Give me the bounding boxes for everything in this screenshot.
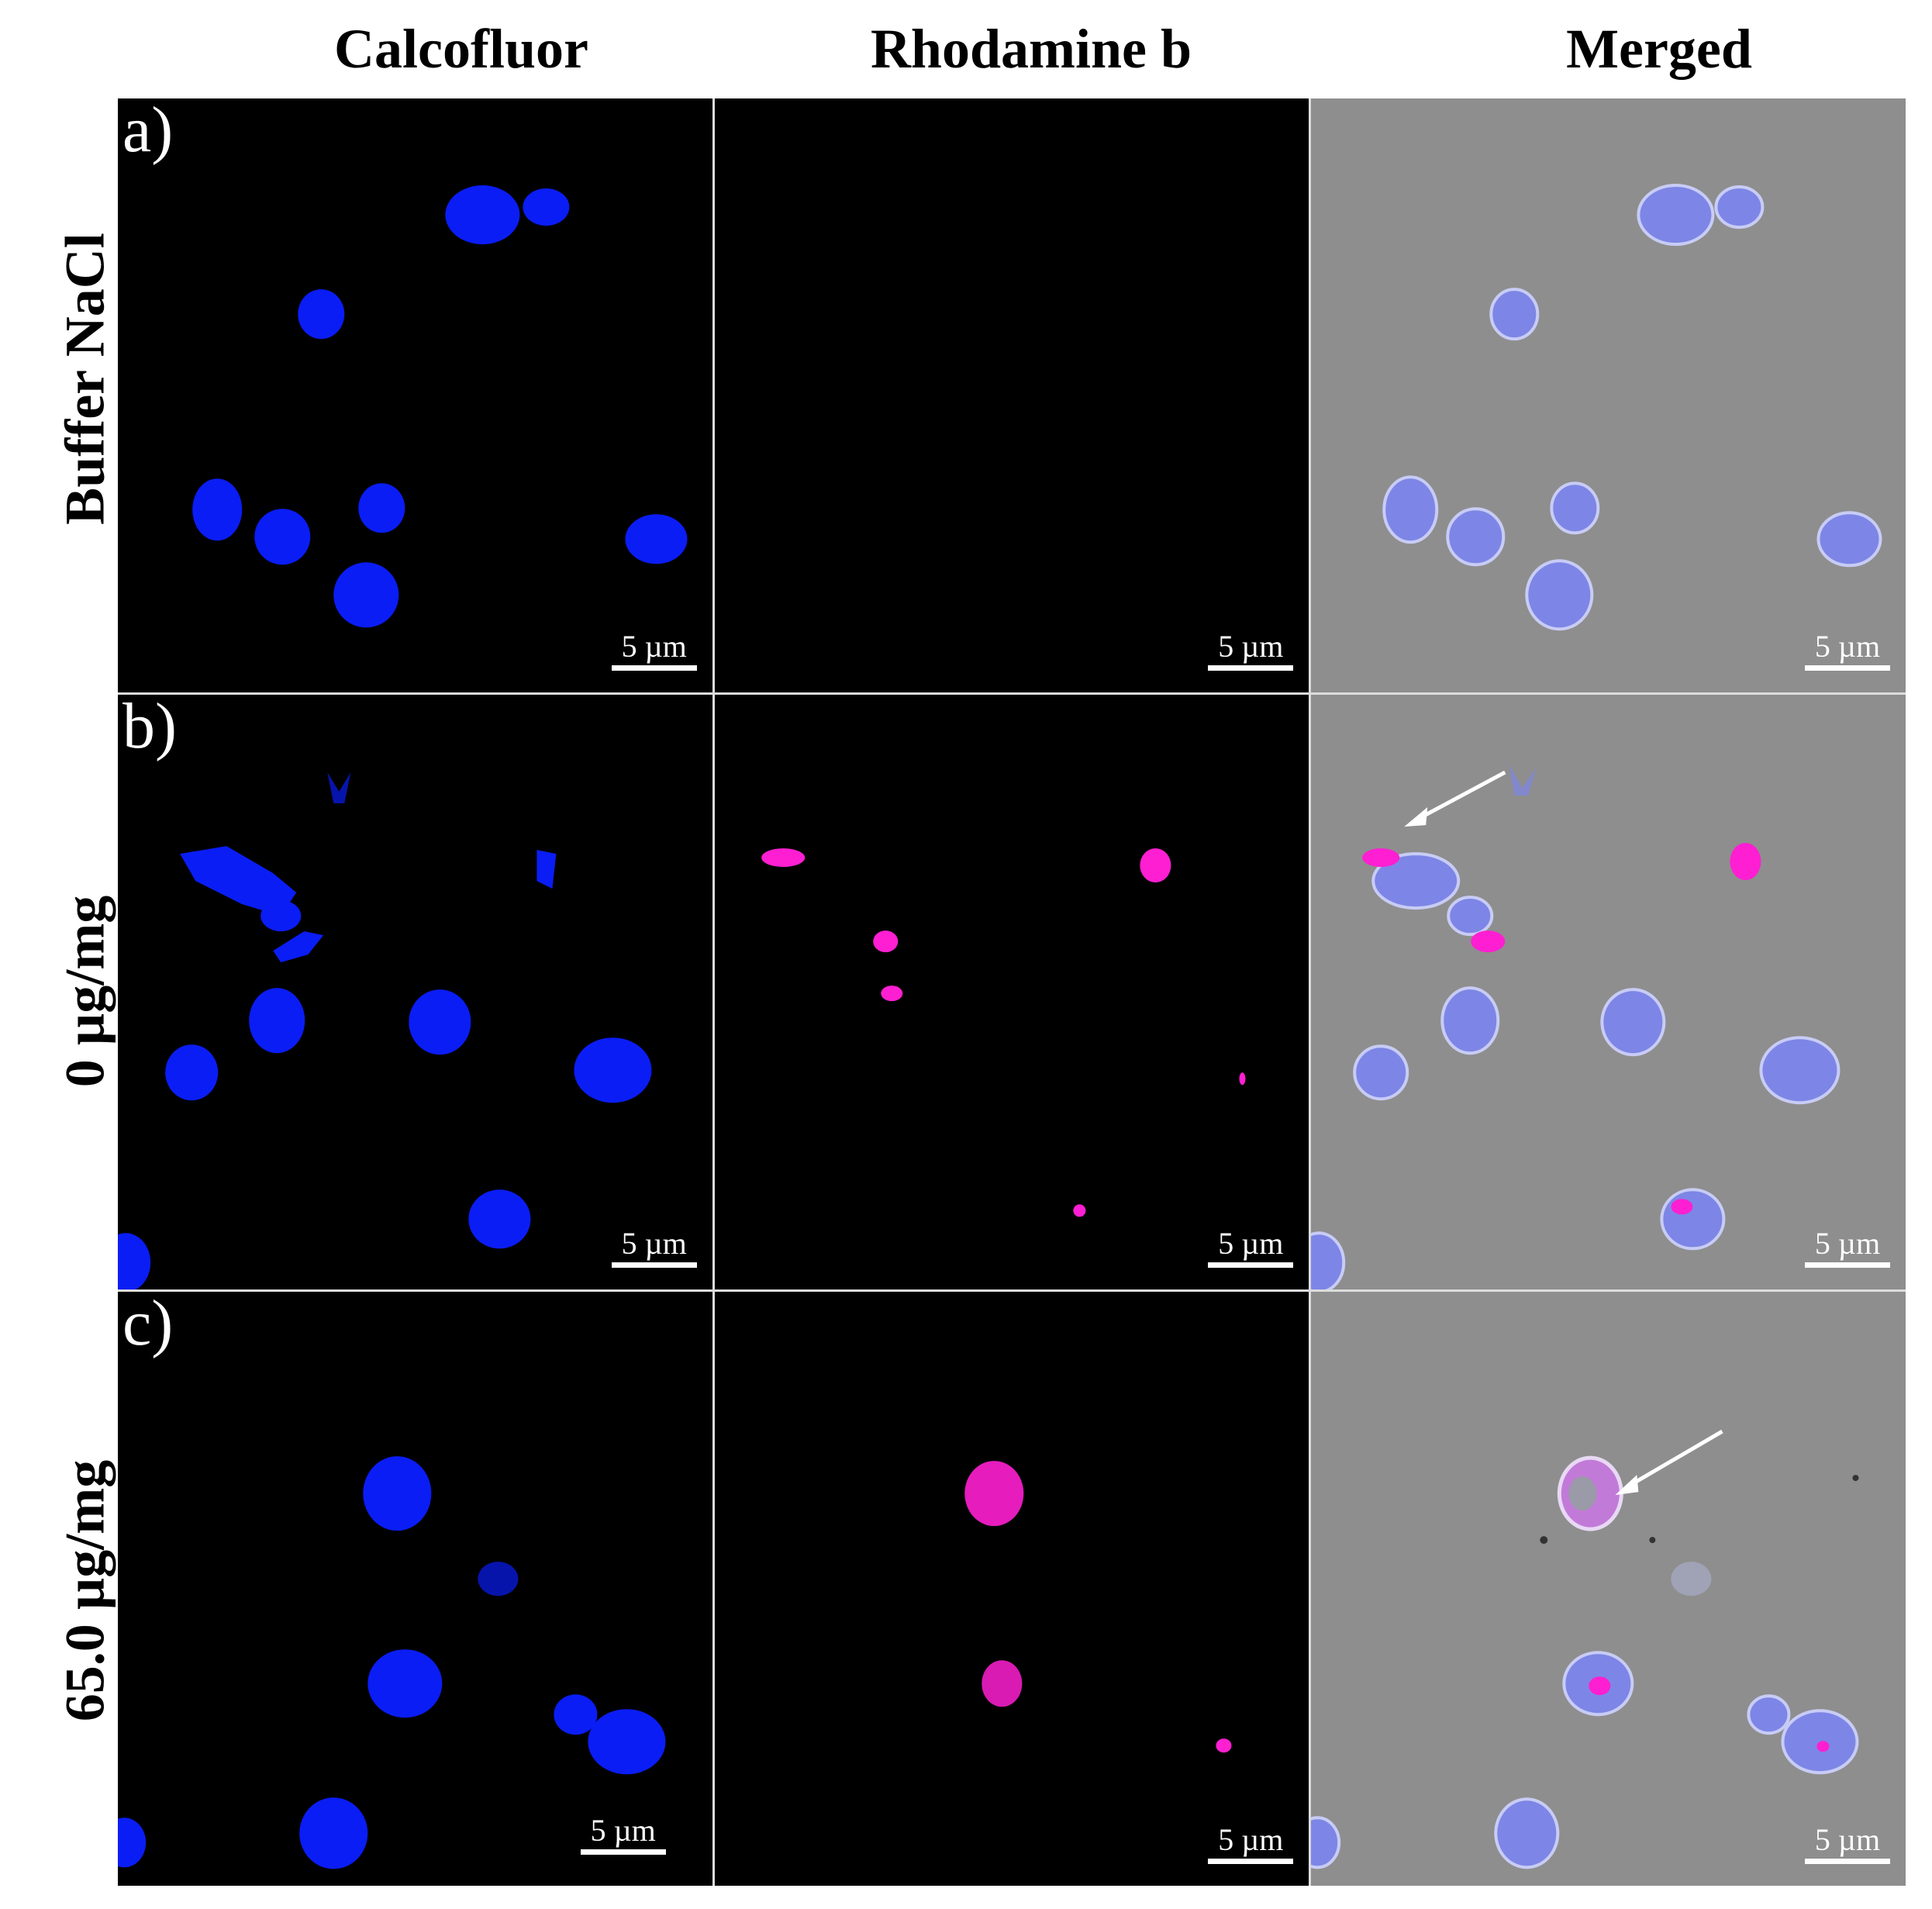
- scale-bar: 5 µm: [1208, 1227, 1294, 1268]
- panel-a-calcofluor: a) 5 µm: [118, 98, 712, 693]
- row-label-0-ug-mg: 0 µg/mg: [53, 895, 116, 1088]
- scale-bar: 5 µm: [611, 631, 697, 671]
- panel-letter-a: a): [122, 98, 174, 166]
- row-label-65-ug-mg: 65.0 µg/mg: [53, 1459, 116, 1722]
- scale-bar: 5 µm: [1805, 631, 1890, 671]
- column-header-rhodamine: Rhodamine b: [870, 18, 1192, 80]
- cells-a-calcofluor: [192, 185, 688, 628]
- scale-bar: 5 µm: [1208, 631, 1294, 671]
- panel-b-merged: 5 µm: [1311, 695, 1906, 1289]
- panel-c-rhodamine: 5 µm: [714, 1291, 1309, 1886]
- cells-a-merged: [1382, 184, 1882, 631]
- cells-c-merged: [1311, 1429, 1859, 1869]
- scale-bar: 5 µm: [611, 1227, 697, 1268]
- stain-b-rhodamine: [761, 848, 1246, 1217]
- cells-b-calcofluor: [118, 772, 652, 1289]
- panel-a-merged: 5 µm: [1311, 98, 1906, 693]
- arrow-head: [1404, 807, 1428, 827]
- stain-c-rhodamine: [964, 1460, 1232, 1752]
- panel-c-merged: 5 µm: [1311, 1291, 1906, 1886]
- panel-b-calcofluor: b) 5 µm: [118, 695, 712, 1289]
- column-header-calcofluor: Calcofluor: [334, 18, 588, 80]
- column-header-merged: Merged: [1566, 18, 1752, 80]
- scale-bar: 5 µm: [1208, 1824, 1294, 1864]
- cells-c-calcofluor: [118, 1455, 666, 1869]
- scale-bar: 5 µm: [580, 1814, 666, 1855]
- scale-bar: 5 µm: [1805, 1824, 1890, 1864]
- panel-letter-b: b): [122, 695, 177, 763]
- panel-letter-c: c): [122, 1291, 174, 1359]
- panel-b-rhodamine: 5 µm: [714, 695, 1309, 1289]
- panel-a-rhodamine: 5 µm: [714, 98, 1309, 693]
- panel-c-calcofluor: c) 5 µm: [118, 1291, 712, 1886]
- row-label-buffer-nacl: Buffer NaCl: [53, 233, 116, 525]
- scale-bar: 5 µm: [1805, 1227, 1890, 1268]
- arrow-indicator: [1417, 771, 1506, 821]
- arrow-indicator: [1628, 1429, 1723, 1487]
- arrow-head: [1615, 1474, 1639, 1495]
- microscopy-grid: a) 5 µm 5 µm 5 µm: [118, 98, 1906, 1886]
- cells-b-merged: [1311, 765, 1841, 1289]
